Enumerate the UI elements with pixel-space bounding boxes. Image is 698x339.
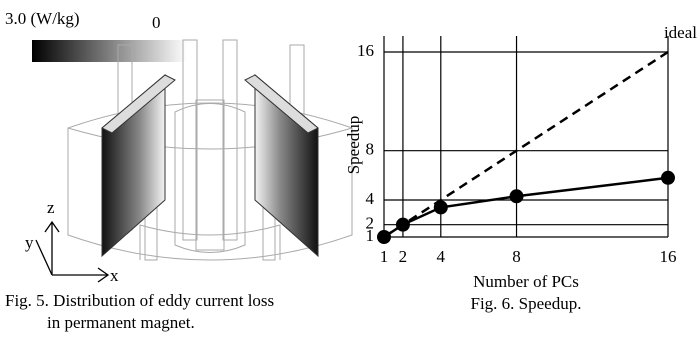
figure-5: 3.0 (W/kg) 0 z y x Fig.	[5, 9, 352, 332]
y-axis-label: Speedup	[344, 116, 363, 175]
data-point	[661, 171, 675, 185]
chart-caption: Fig. 6. Speedup.	[471, 294, 582, 313]
data-point	[434, 200, 448, 214]
y-tick-label: 4	[366, 189, 375, 208]
y-tick-label: 16	[357, 41, 374, 60]
magnets	[102, 75, 318, 256]
data-point	[510, 189, 524, 203]
axis-z-label: z	[47, 198, 55, 217]
series-label: ideal	[664, 23, 697, 42]
colorbar-max: 3.0 (W/kg)	[5, 9, 80, 28]
axes-triad	[36, 222, 108, 282]
colorbar	[32, 40, 187, 62]
x-axis-label: Number of PCs	[473, 272, 579, 291]
data-point	[377, 230, 391, 244]
x-tick-label: 8	[512, 247, 521, 266]
caption: Fig. 5. Distribution of eddy current los…	[5, 291, 274, 310]
x-tick-label: 2	[399, 247, 408, 266]
axis-y-label: y	[25, 233, 34, 252]
x-tick-label: 4	[437, 247, 446, 266]
page: 3.0 (W/kg) 0 z y x Fig.	[0, 0, 698, 339]
series-line	[384, 178, 668, 237]
x-tick-label: 16	[660, 247, 677, 266]
colorbar-min: 0	[152, 13, 161, 32]
caption: in permanent magnet.	[47, 313, 195, 332]
axis-x-label: x	[110, 266, 119, 285]
y-tick-label: 2	[366, 214, 375, 233]
data-point	[396, 218, 410, 232]
x-tick-label: 1	[380, 247, 389, 266]
y-tick-label: 8	[366, 140, 375, 159]
figure: 3.0 (W/kg) 0 z y x Fig.	[0, 0, 698, 339]
series-line	[384, 52, 668, 237]
